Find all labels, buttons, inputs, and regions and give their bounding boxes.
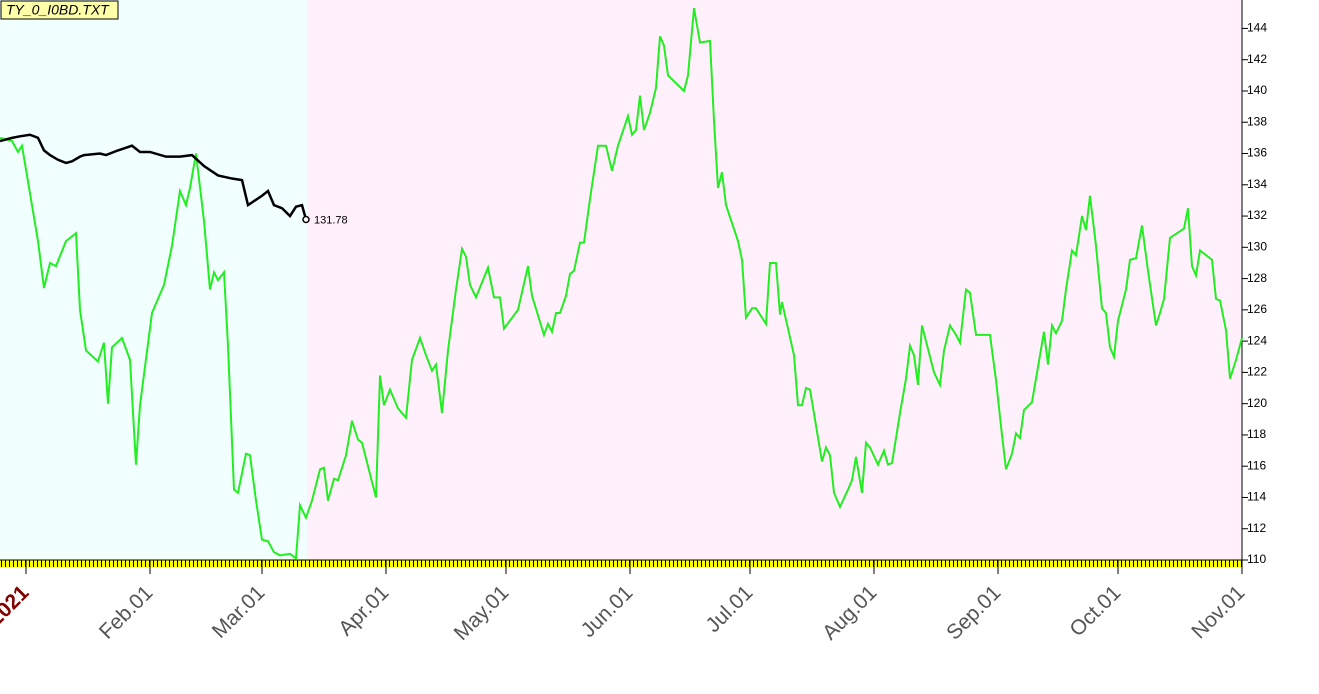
y-tick-label: 116 [1247, 458, 1266, 472]
y-tick-label: 120 [1247, 396, 1267, 410]
y-tick-label: 130 [1247, 239, 1267, 253]
y-tick-label: 134 [1247, 177, 1267, 191]
y-tick-label: 128 [1247, 271, 1267, 285]
x-tick-label: 2021 [0, 581, 34, 631]
y-tick-label: 112 [1247, 521, 1266, 535]
last-point [302, 215, 310, 224]
y-tick-label: 118 [1247, 427, 1266, 441]
x-tick-label: Feb.01 [95, 581, 158, 644]
history-zone [0, 0, 307, 560]
projection-zone [307, 0, 1242, 560]
y-tick-label: 126 [1247, 302, 1267, 316]
x-tick-label: Mar.01 [208, 581, 270, 643]
y-tick-label: 138 [1247, 114, 1267, 128]
x-tick-label: Aug.01 [818, 581, 881, 644]
x-minor-ticks [0, 560, 1242, 567]
y-tick-label: 122 [1247, 365, 1267, 379]
x-tick-label: Apr.01 [334, 581, 393, 640]
y-tick-label: 110 [1247, 552, 1266, 566]
x-tick-label: May.01 [450, 581, 514, 645]
y-tick-label: 124 [1247, 333, 1267, 347]
last-value-label: 131.78 [314, 214, 348, 226]
x-tick-label: Jul.01 [702, 581, 758, 637]
y-tick-label: 140 [1247, 83, 1267, 97]
y-tick-label: 132 [1247, 208, 1267, 222]
chart-title: TY_0_I0BD.TXT [6, 2, 110, 18]
y-tick-label: 144 [1247, 21, 1267, 35]
x-tick-label: Jun.01 [577, 581, 638, 642]
series-line [0, 133, 308, 220]
y-tick-label: 142 [1247, 52, 1267, 66]
y-tick-label: 114 [1247, 490, 1266, 504]
x-tick-label: Oct.01 [1065, 581, 1125, 641]
title-box [0, 0, 119, 20]
x-tick-label: Nov.01 [1187, 581, 1249, 643]
series-line [0, 7, 1243, 561]
y-tick-label: 136 [1247, 146, 1267, 160]
x-tick-label: Sep.01 [942, 581, 1005, 644]
